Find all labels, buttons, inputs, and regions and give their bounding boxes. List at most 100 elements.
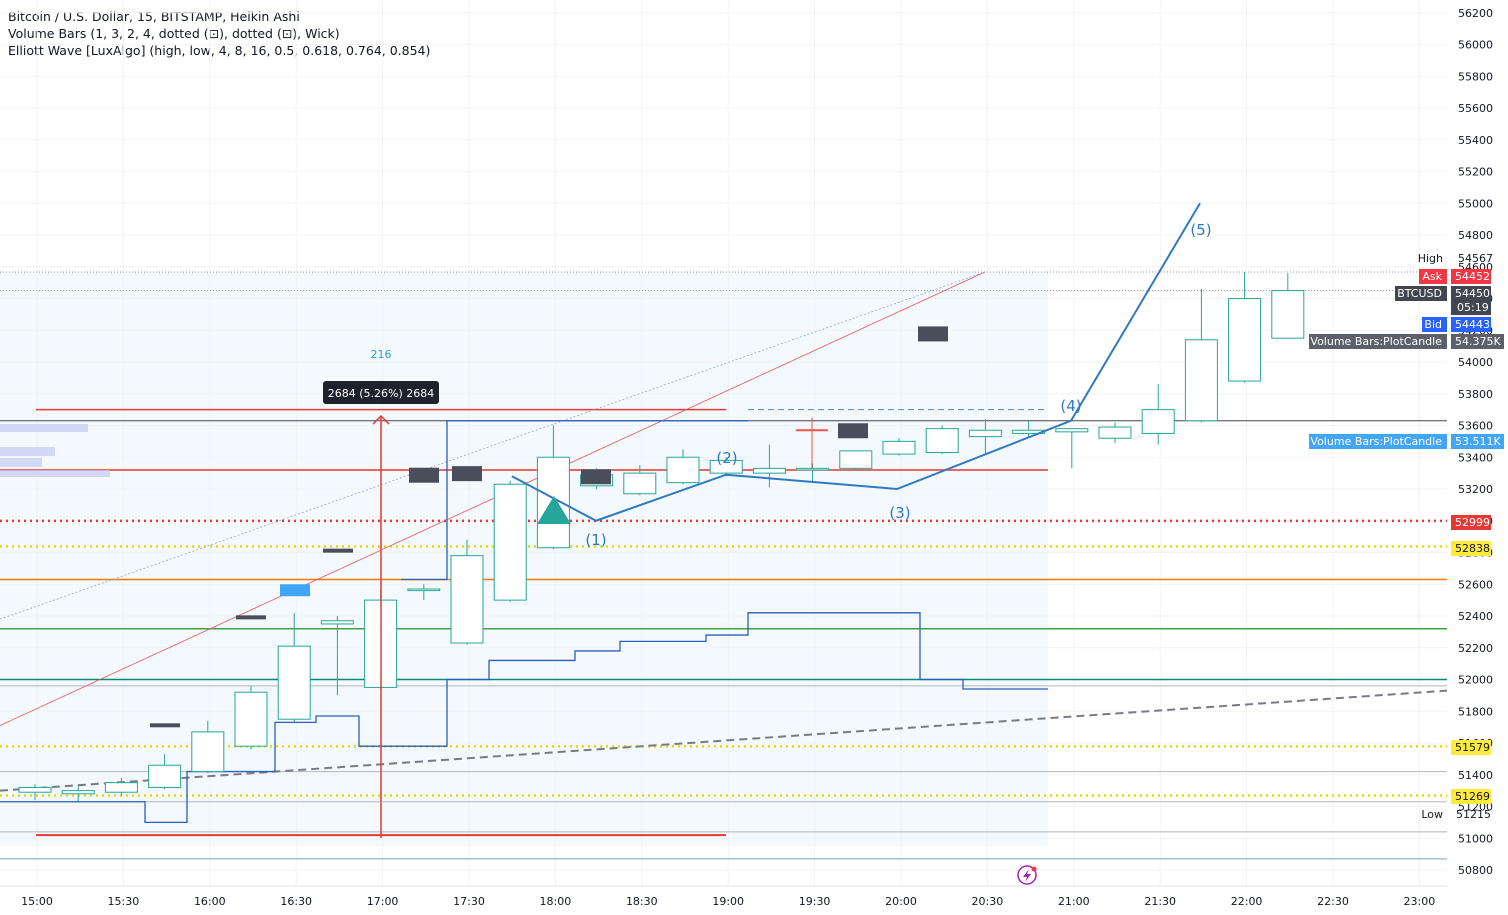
candle-body	[839, 450, 873, 469]
volume-step-line	[0, 612, 1048, 824]
elliott-wave-label: (3)	[889, 504, 910, 522]
candle-body	[18, 786, 52, 793]
candle-body	[1228, 298, 1262, 382]
elliott-wave-label: (2)	[716, 449, 737, 467]
price-tick-label: 52600	[1458, 578, 1493, 591]
measure-volume-text: 216	[371, 348, 392, 361]
price-tick-label: 51000	[1458, 832, 1493, 845]
price-tick-label: 51800	[1458, 705, 1493, 718]
price-tick-label: 51400	[1458, 769, 1493, 782]
candle-body	[1184, 339, 1218, 422]
measure-label: 2684 (5.26%) 2684	[328, 387, 435, 400]
candle-body	[148, 764, 182, 788]
elliott-wave: (1) (2) (3) (4) (5)	[511, 202, 1212, 549]
price-tick-label: 55600	[1458, 102, 1493, 115]
volume-box-outline	[401, 420, 748, 581]
bar-countdown: 05:19	[1457, 301, 1489, 314]
candle-body	[709, 459, 743, 474]
red-trendline	[0, 271, 986, 726]
candle-body	[1055, 428, 1089, 433]
candle-body	[1271, 290, 1305, 339]
candles	[18, 271, 1305, 802]
ask-value-box	[1451, 269, 1491, 284]
candle-body	[882, 440, 916, 455]
candle-body	[1141, 409, 1175, 434]
yellow-level-value-2: 51579	[1455, 741, 1490, 754]
candle-body	[277, 645, 311, 720]
candle-body	[234, 691, 268, 747]
candle-body	[407, 588, 441, 592]
candle-body	[104, 782, 138, 793]
time-tick-label: 22:30	[1317, 895, 1349, 908]
time-tick-label: 17:00	[367, 895, 399, 908]
vb2-label: Volume Bars:PlotCandle	[1310, 435, 1442, 448]
price-tags: High 54567 Ask 54452 BTCUSD 54450 05:19 …	[1309, 251, 1504, 821]
gray-dashed-trend	[0, 689, 1448, 792]
price-tick-label: 56200	[1458, 7, 1493, 20]
low-value: 51215	[1456, 808, 1491, 821]
low-label: Low	[1421, 808, 1443, 821]
price-tick-label: 53800	[1458, 388, 1493, 401]
last-price: 54450	[1455, 287, 1490, 300]
time-tick-label: 19:30	[799, 895, 831, 908]
buy-triangle-icon	[537, 496, 571, 524]
volume-profile-bar	[0, 447, 55, 456]
blue-plot-mark	[280, 584, 310, 597]
bid-value: 54443	[1455, 318, 1490, 331]
price-tick-label: 55200	[1458, 166, 1493, 179]
time-tick-label: 23:00	[1404, 895, 1436, 908]
legend-volume-bars[interactable]: Volume Bars (1, 3, 2, 4, dotted (⊡), dot…	[8, 26, 340, 41]
yellow-level-box-3	[1451, 789, 1491, 804]
price-tick-label: 53600	[1458, 420, 1493, 433]
high-value: 54567	[1458, 252, 1493, 265]
candle-body	[320, 620, 354, 625]
lightning-icon[interactable]	[1017, 865, 1037, 885]
candle-body	[796, 467, 830, 471]
time-tick-label: 18:30	[626, 895, 658, 908]
measure-tool[interactable]: 2684 (5.26%) 2684 216	[323, 348, 439, 838]
red-level-value: 52999	[1455, 516, 1490, 529]
time-tick-label: 20:00	[885, 895, 917, 908]
legend-elliott-wave[interactable]: Elliott Wave [LuxAlgo] (high, low, 4, 8,…	[8, 43, 431, 58]
candle-body	[450, 555, 484, 644]
elliott-wave-label: (5)	[1190, 221, 1211, 239]
time-tick-label: 17:30	[453, 895, 485, 908]
volume-profile-bar	[0, 470, 110, 477]
time-tick-label: 16:00	[194, 895, 226, 908]
vb1-label-box	[1309, 334, 1447, 349]
vb1-value-box	[1451, 334, 1504, 349]
candle-body	[191, 731, 225, 773]
price-tick-label: 50800	[1458, 864, 1493, 877]
symbol-label: BTCUSD	[1397, 287, 1442, 300]
price-tick-label: 53400	[1458, 451, 1493, 464]
time-axis[interactable]: 15:00 15:30 16:00 16:30 17:00 17:30 18:00 18:30…	[0, 885, 1447, 908]
price-tick-label: 56000	[1458, 39, 1493, 52]
vb1-label: Volume Bars:PlotCandle	[1310, 335, 1442, 348]
yellow-level-value-3: 51269	[1455, 790, 1490, 803]
price-tick-label: 52200	[1458, 642, 1493, 655]
price-tick-label: 52000	[1458, 674, 1493, 687]
time-tick-label: 18:00	[540, 895, 572, 908]
price-tick-label: 53200	[1458, 483, 1493, 496]
plot-candle-mark	[918, 326, 948, 342]
plot-candle-mark	[150, 723, 180, 728]
plot-candle-mark	[409, 467, 439, 483]
measure-label-box	[323, 381, 439, 404]
bid-label-box	[1422, 317, 1447, 332]
vb2-value-box	[1451, 434, 1504, 449]
vb2-label-box	[1309, 434, 1447, 449]
high-label: High	[1418, 252, 1443, 265]
time-tick-label: 20:30	[972, 895, 1004, 908]
candle-body	[493, 483, 527, 601]
candle-body	[968, 429, 1002, 438]
time-tick-label: 21:30	[1144, 895, 1176, 908]
symbol-label-box	[1395, 286, 1447, 301]
price-tick-label: 55800	[1458, 70, 1493, 83]
elliott-wave-line	[511, 202, 1201, 522]
yellow-level-value-1: 52838	[1455, 542, 1490, 555]
time-tick-label: 21:00	[1058, 895, 1090, 908]
vb1-value: 54.375K	[1455, 335, 1501, 348]
plot-candle-mark	[323, 548, 353, 553]
candle-body	[623, 472, 657, 495]
